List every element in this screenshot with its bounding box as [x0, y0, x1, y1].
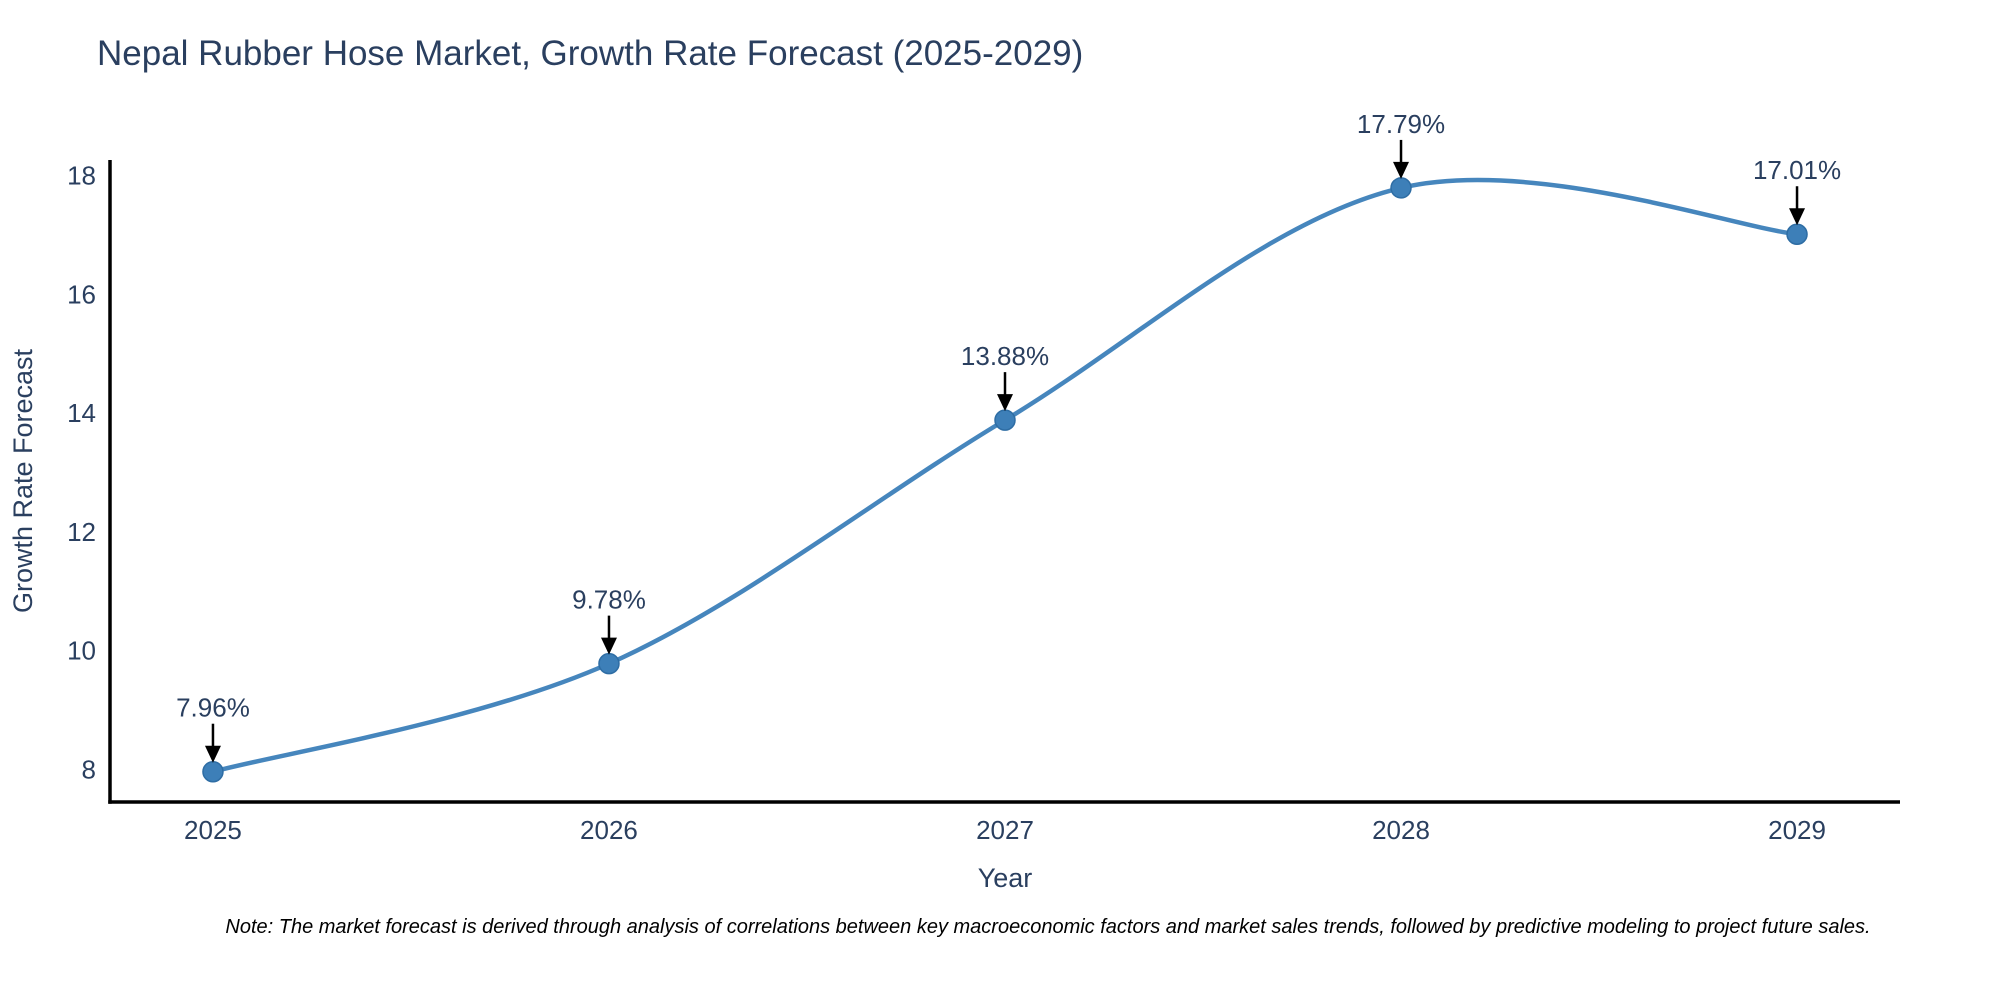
y-tick-label: 18 [67, 161, 96, 191]
y-tick-label: 10 [67, 636, 96, 666]
x-tick-label: 2026 [580, 815, 638, 845]
footnote: Note: The market forecast is derived thr… [225, 916, 1871, 938]
annotation-arrowhead-icon [204, 745, 221, 763]
x-tick-label: 2027 [976, 815, 1034, 845]
point-annotation-label: 13.88% [961, 341, 1049, 371]
point-annotation-label: 9.78% [572, 585, 646, 615]
point-annotation-label: 7.96% [176, 693, 250, 723]
y-axis-title: Growth Rate Forecast [8, 348, 38, 613]
annotation-arrowhead-icon [600, 637, 617, 655]
x-tick-label: 2025 [184, 815, 242, 845]
y-tick-label: 14 [67, 398, 96, 428]
x-axis-title: Year [978, 863, 1033, 893]
annotation-arrowhead-icon [1789, 208, 1806, 226]
y-tick-label: 16 [67, 279, 96, 309]
annotation-arrowhead-icon [997, 394, 1013, 412]
x-axis-tick-labels: 2025 2026 2027 2028 2029 [184, 815, 1826, 845]
annotation-arrowhead-icon [1393, 161, 1410, 179]
data-point-marker [202, 760, 224, 783]
y-axis-tick-labels: 8 10 12 14 16 18 [67, 161, 96, 785]
y-tick-label: 8 [82, 754, 96, 784]
data-point-marker [1786, 223, 1808, 245]
data-point-markers [202, 177, 1808, 783]
data-point-marker [1390, 177, 1412, 199]
y-tick-label: 12 [67, 517, 96, 547]
point-annotations: 7.96% 9.78% 13.88% 17.79% 17.01% [176, 109, 1841, 763]
point-annotation-label: 17.79% [1357, 109, 1445, 139]
trend-line [210, 177, 1800, 774]
x-tick-label: 2029 [1768, 815, 1826, 845]
chart-title: Nepal Rubber Hose Market, Growth Rate Fo… [97, 34, 1084, 73]
data-point-marker [598, 652, 620, 675]
x-tick-label: 2028 [1372, 815, 1430, 845]
point-annotation-label: 17.01% [1753, 155, 1841, 185]
data-point-marker [994, 409, 1016, 431]
